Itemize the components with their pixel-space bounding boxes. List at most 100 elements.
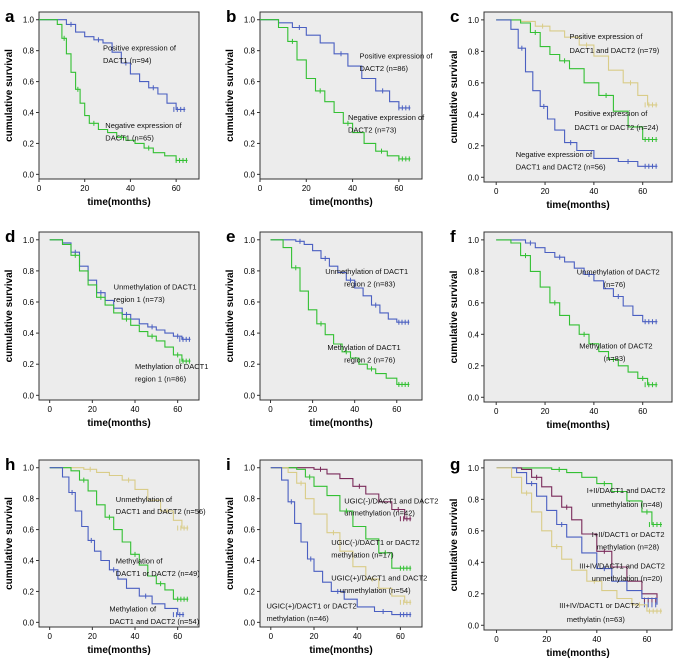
plot-area [483,11,673,183]
x-tick-label: 0 [494,407,499,416]
panel-a: a 0.0 0.2 0.4 0.6 0.8 1.0 0 20 40 60 time(months) cu… [4,7,200,208]
x-axis-title: time(months) [309,645,372,656]
curve-annotation: Positive expression of [574,109,648,118]
curve-annotation: UGIC(+)/DACT1 or DACT2 [266,601,356,610]
x-tick-label: 20 [542,635,551,644]
curve-annotation: Unmethylation of DACT1 [325,267,408,276]
x-tick-label: 60 [638,407,647,416]
y-tick-label: 1.0 [23,16,35,25]
curve-annotation: Methylation of DACT1 [135,362,208,371]
curve-annotation: unmethylation (n=48) [592,500,663,509]
curve-annotation: DACT1 or DACT2 (n=24) [574,123,658,132]
survival-curve [496,467,662,526]
plot-area [259,11,423,180]
x-tick-label: 40 [126,184,135,193]
y-tick-label: 0.0 [468,173,480,182]
curve-annotation: Negative expression of [348,113,425,122]
y-tick-label: 0.8 [244,47,256,56]
curve-annotation: methylation (n=17) [331,550,394,559]
y-tick-label: 0.6 [23,298,35,307]
curve-annotation: Methylation of [116,557,164,566]
y-tick-label: 1.0 [468,16,480,25]
y-tick-label: 1.0 [244,236,256,245]
curve-annotation: region 1 (n=73) [114,295,166,304]
curve-annotation: DACT1 and DACT2 (n=56) [116,507,206,516]
y-tick-label: 0.2 [244,360,256,369]
y-tick-label: 0.0 [23,170,35,179]
x-tick-label: 20 [308,405,317,414]
x-axis-title: time(months) [87,645,150,656]
curve-annotation: Unmethylation of [116,495,173,504]
y-axis-title: cumulative survival [4,49,15,142]
survival-curve [270,467,412,569]
y-tick-label: 0.4 [23,109,35,118]
y-tick-label: 0.8 [244,495,256,504]
curve-annotation: (n=76) [604,280,626,289]
survival-curve [39,19,188,161]
survival-curve [39,19,186,110]
survival-curve [49,239,191,340]
curve-annotation: Unmethylation of DACT1 [114,283,197,292]
x-tick-label: 20 [310,632,319,641]
panel-letter: c [450,7,459,26]
x-tick-label: 60 [173,405,182,414]
x-tick-label: 20 [88,405,97,414]
curve-annotation: DACT1 or DACT2 (n=49) [116,569,200,578]
y-tick-label: 0.6 [468,299,480,308]
x-tick-label: 60 [638,187,647,196]
y-tick-label: 0.2 [468,142,480,151]
x-axis-title: time(months) [546,648,609,659]
panel-d: d 0.0 0.2 0.4 0.6 0.8 1.0 0 20 40 60 time(months) cu… [4,227,208,429]
curve-annotation: Negative expression of [105,121,182,130]
curve-annotation: region 2 (n=76) [344,356,396,365]
x-tick-label: 0 [268,405,273,414]
curve-annotation: DACT1 and DACT2 (n=56) [516,162,606,171]
x-tick-label: 20 [541,187,550,196]
curve-annotation: methylation (n=46) [266,614,329,623]
y-axis-title: cumulative survival [449,498,460,591]
y-tick-label: 0.6 [23,526,35,535]
y-tick-label: 0.8 [23,495,35,504]
curve-annotation: Positive expression of [360,51,434,60]
curve-annotation: (n=83) [604,354,626,363]
y-axis-title: cumulative survival [449,270,460,363]
plot-area [259,231,423,401]
y-tick-label: 0.4 [23,329,35,338]
panel-letter: h [5,455,15,474]
survival-curve [49,239,191,362]
survival-curve [49,467,189,529]
curve-annotation: I+II/DACT1 and DACT2 [587,486,666,495]
curve-annotation: UGIC(-)/DACT1 or DACT2 [331,538,419,547]
x-axis-title: time(months) [87,418,150,429]
y-tick-label: 0.2 [244,139,256,148]
x-tick-label: 60 [173,632,182,641]
panel-b: b 0.0 0.2 0.4 0.6 0.8 1.0 0 20 40 60 time(months) cu… [225,7,433,208]
plot-area [38,231,200,401]
y-tick-label: 0.4 [244,109,256,118]
x-tick-label: 0 [37,184,42,193]
y-tick-label: 0.6 [468,527,480,536]
y-tick-label: 0.2 [244,587,256,596]
panel-f: f 0.0 0.2 0.4 0.6 0.8 1.0 0 20 40 60 time(months) cu… [449,227,673,431]
curve-annotation: region 1 (n=86) [135,374,187,383]
x-tick-label: 40 [589,187,598,196]
x-axis-title: time(months) [87,197,150,208]
y-tick-label: 1.0 [468,236,480,245]
y-tick-label: 0.0 [244,391,256,400]
y-tick-label: 0.8 [23,47,35,56]
curve-annotation: methylatin (n=63) [567,615,626,624]
curve-annotation: III+IV/DACT1 and DACT2 [579,562,665,571]
curve-annotation: DACT2 (n=73) [348,126,397,135]
y-tick-label: 1.0 [23,464,35,473]
x-tick-label: 0 [47,405,52,414]
x-tick-label: 0 [47,632,52,641]
panel-letter: d [5,227,15,246]
survival-curve [270,467,412,603]
curve-annotation: Negative expression of [516,150,593,159]
y-axis-title: cumulative survival [225,497,236,590]
y-tick-label: 0.0 [23,391,35,400]
survival-curve [270,239,410,385]
x-tick-label: 20 [302,184,311,193]
y-tick-label: 0.0 [244,618,256,627]
